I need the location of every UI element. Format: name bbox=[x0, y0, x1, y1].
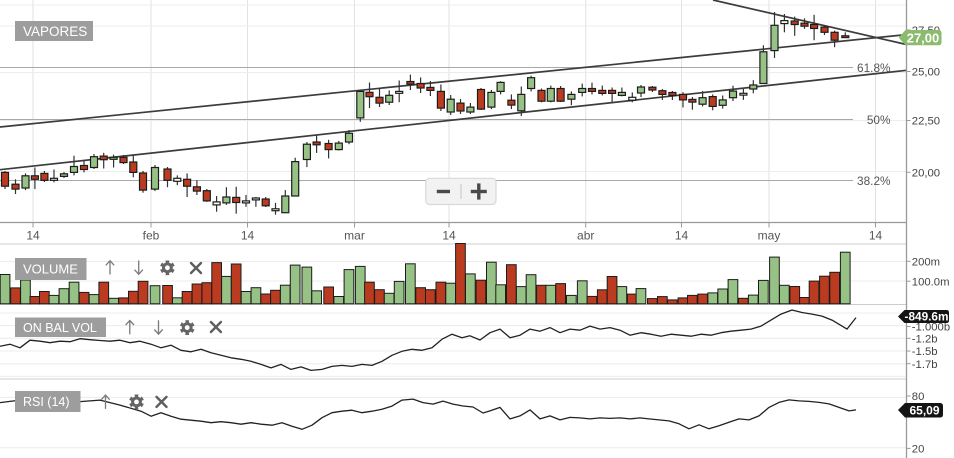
svg-text:ON BAL VOL: ON BAL VOL bbox=[23, 321, 97, 335]
svg-text:-849.6m: -849.6m bbox=[905, 310, 949, 324]
svg-text:22,50: 22,50 bbox=[912, 116, 940, 128]
svg-text:-1.7b: -1.7b bbox=[912, 359, 938, 371]
svg-text:14: 14 bbox=[675, 229, 689, 243]
svg-text:14: 14 bbox=[869, 229, 883, 243]
svg-text:-1.000b: -1.000b bbox=[912, 322, 950, 334]
svg-text:may: may bbox=[758, 229, 781, 243]
svg-text:25,00: 25,00 bbox=[912, 67, 940, 79]
svg-text:50%: 50% bbox=[867, 113, 891, 127]
svg-text:abr: abr bbox=[577, 229, 594, 243]
svg-text:100.0m: 100.0m bbox=[912, 276, 950, 288]
svg-text:20,00: 20,00 bbox=[912, 167, 940, 179]
svg-text:80: 80 bbox=[912, 391, 925, 403]
svg-text:VOLUME: VOLUME bbox=[23, 262, 78, 277]
svg-text:38.2%: 38.2% bbox=[857, 174, 891, 188]
svg-text:feb: feb bbox=[143, 229, 160, 243]
svg-text:200m: 200m bbox=[912, 256, 940, 268]
svg-text:14: 14 bbox=[241, 229, 255, 243]
svg-text:RSI (14): RSI (14) bbox=[23, 395, 70, 409]
svg-text:-1.2b: -1.2b bbox=[912, 333, 938, 345]
svg-text:14: 14 bbox=[26, 229, 40, 243]
svg-text:VAPORES: VAPORES bbox=[23, 24, 87, 39]
svg-text:61.8%: 61.8% bbox=[857, 61, 891, 75]
svg-text:-1.5b: -1.5b bbox=[912, 346, 938, 358]
svg-text:mar: mar bbox=[344, 229, 365, 243]
svg-text:27,00: 27,00 bbox=[907, 30, 940, 45]
svg-text:14: 14 bbox=[442, 229, 456, 243]
svg-text:20: 20 bbox=[912, 444, 925, 456]
svg-text:65,09: 65,09 bbox=[909, 404, 939, 418]
